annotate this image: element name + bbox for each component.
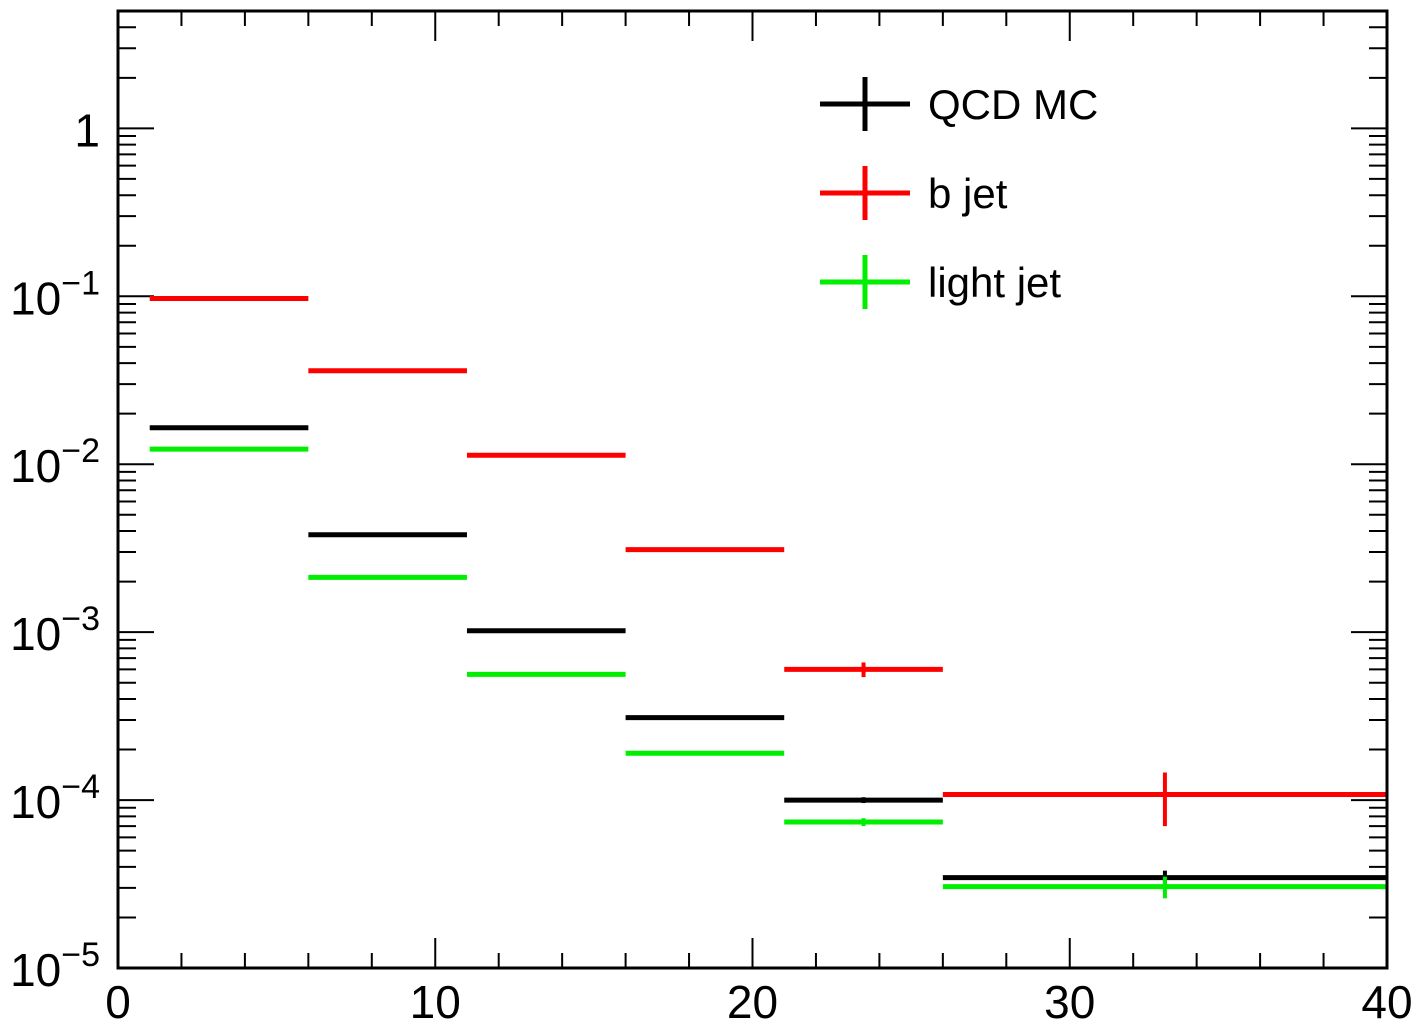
- legend: QCD MC b jet light jet: [820, 77, 1098, 309]
- y-tick-label: 10−2: [10, 432, 100, 492]
- x-tick-label: 10: [410, 976, 461, 1023]
- y-tick-exponent: −1: [61, 264, 100, 302]
- y-tick-base: 10: [10, 776, 61, 828]
- x-tick-label: 40: [1361, 976, 1412, 1023]
- legend-label: QCD MC: [928, 81, 1098, 128]
- y-tick-label: 1: [74, 104, 100, 156]
- y-tick-base: 10: [10, 944, 61, 996]
- series-qcd-mc: [149, 425, 1387, 886]
- series-b-jet: [149, 296, 1387, 827]
- y-tick-base: 10: [10, 272, 61, 324]
- y-tick-exponent: −5: [61, 936, 100, 974]
- series-layer: [149, 296, 1387, 899]
- x-tick-label: 30: [1044, 976, 1095, 1023]
- plot-frame: [116, 9, 1389, 970]
- y-tick-label: 10−5: [10, 936, 100, 996]
- y-tick-exponent: −4: [61, 768, 100, 806]
- y-tick-base: 10: [10, 440, 61, 492]
- legend-item: light jet: [820, 255, 1061, 309]
- y-tick-label: 10−1: [10, 264, 100, 324]
- y-tick-exponent: −3: [61, 600, 100, 638]
- y-tick-label: 10−3: [10, 600, 100, 660]
- legend-item: b jet: [820, 166, 1008, 220]
- y-tick-base: 1: [74, 104, 100, 156]
- legend-label: light jet: [928, 259, 1061, 306]
- y-tick-exponent: −2: [61, 432, 100, 470]
- legend-label: b jet: [928, 170, 1008, 217]
- y-tick-base: 10: [10, 608, 61, 660]
- axis-ticks: [117, 10, 1388, 969]
- legend-item: QCD MC: [820, 77, 1098, 131]
- y-tick-label: 10−4: [10, 768, 100, 828]
- x-tick-label: 20: [727, 976, 778, 1023]
- series-light-jet: [149, 446, 1387, 899]
- x-tick-label: 0: [105, 976, 131, 1023]
